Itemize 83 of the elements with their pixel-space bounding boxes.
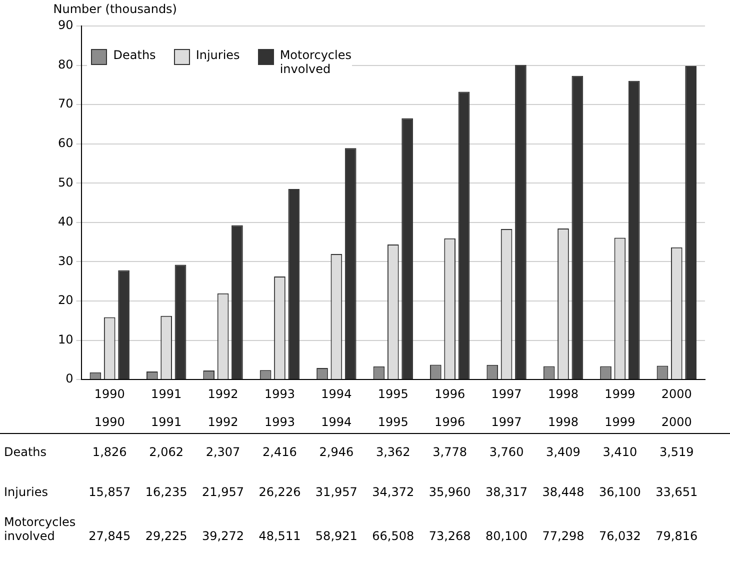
data-label: 34,372 xyxy=(372,485,414,499)
data-label: 73,268 xyxy=(428,529,471,543)
data-label: 3,519 xyxy=(659,445,694,459)
x-tick-label: 1991 xyxy=(151,386,182,401)
data-label: 58,921 xyxy=(315,529,358,543)
data-label: 48,511 xyxy=(258,529,301,543)
x-tick-label: 1993 xyxy=(264,386,296,401)
data-label: 77,298 xyxy=(542,529,584,543)
x-tick-label: 1994 xyxy=(321,386,352,401)
x-tick-label: 1990 xyxy=(94,415,125,429)
data-label: 35,960 xyxy=(428,485,471,499)
bar xyxy=(344,148,356,380)
y-tick-label: 80 xyxy=(58,57,74,72)
data-label: 3,410 xyxy=(602,445,638,459)
x-tick-label: 1999 xyxy=(604,415,636,429)
data-label: 80,100 xyxy=(486,529,528,543)
x-tick-label: 1997 xyxy=(491,386,522,401)
bar xyxy=(288,189,300,380)
data-label: 3,760 xyxy=(489,445,524,459)
bar xyxy=(572,76,584,380)
data-label: 2,946 xyxy=(319,445,354,459)
x-tick-label: 1992 xyxy=(208,415,238,429)
x-tick-label: 2000 xyxy=(661,415,692,429)
y-tick-label: 50 xyxy=(58,175,74,190)
data-label: 3,409 xyxy=(546,445,580,459)
data-label: 76,032 xyxy=(598,529,641,543)
data-label: 2,416 xyxy=(262,445,297,459)
data-label: 33,651 xyxy=(656,485,698,499)
x-tick-label: 1996 xyxy=(434,386,466,401)
y-tick-label: 60 xyxy=(58,136,74,150)
x-tick-label: 1992 xyxy=(208,386,238,401)
x-tick-label: 1991 xyxy=(151,415,182,429)
data-label: 2,062 xyxy=(149,445,184,459)
data-label: 36,100 xyxy=(598,485,641,499)
bar xyxy=(174,264,186,380)
bar xyxy=(232,225,243,380)
data-label: 1,826 xyxy=(92,445,127,459)
x-tick-label: 1995 xyxy=(378,415,408,429)
data-label: 31,957 xyxy=(315,485,358,499)
x-tick-label: 2000 xyxy=(661,386,692,401)
y-tick-label: Deaths xyxy=(4,445,47,459)
y-tick-label: 40 xyxy=(58,214,74,229)
legend-label: Injuries xyxy=(196,48,240,62)
x-tick-label: 1990 xyxy=(94,386,125,401)
y-tick-label: 70 xyxy=(58,96,74,111)
x-tick-label: 1994 xyxy=(321,415,352,429)
bar xyxy=(628,80,640,380)
y-tick-label: 90 xyxy=(58,18,74,32)
bar xyxy=(458,92,470,380)
data-label: 26,226 xyxy=(258,485,301,499)
data-label: 38,317 xyxy=(486,485,528,499)
bar xyxy=(515,64,526,380)
y-tick-label: Injuries xyxy=(4,485,48,499)
legend-label: Deaths xyxy=(113,48,156,62)
data-label: 66,508 xyxy=(372,529,414,543)
y-tick-label: 0 xyxy=(66,372,74,386)
data-label: 39,272 xyxy=(202,529,244,543)
data-label: 21,957 xyxy=(202,485,244,499)
data-label: 38,448 xyxy=(542,485,584,499)
data-label: 79,816 xyxy=(656,529,698,543)
y-tick-label: 20 xyxy=(58,293,74,308)
x-tick-label: 1993 xyxy=(264,415,295,429)
bar xyxy=(685,66,696,380)
x-tick-label: 1997 xyxy=(491,415,522,429)
bar xyxy=(118,270,130,380)
x-tick-label: 1996 xyxy=(434,415,466,429)
x-tick-label: 1998 xyxy=(548,415,579,429)
data-label: 3,362 xyxy=(376,445,410,459)
data-label: 16,235 xyxy=(145,485,188,499)
data-label: 3,778 xyxy=(432,445,468,459)
data-label: 2,307 xyxy=(206,445,240,459)
y-axis-title: Number (thousands) xyxy=(53,2,178,16)
x-tick-label: 1999 xyxy=(604,386,636,401)
data-label: 15,857 xyxy=(88,485,131,499)
data-label: 27,845 xyxy=(88,529,131,543)
x-tick-label: 1998 xyxy=(548,386,579,401)
x-tick-label: 1995 xyxy=(378,386,408,401)
legend-label: Motorcycles involved xyxy=(280,48,352,76)
data-label: 29,225 xyxy=(145,529,188,543)
y-tick-label: 10 xyxy=(58,332,74,346)
y-tick-label: 30 xyxy=(58,254,74,268)
y-tick-label: Motorcycles involved xyxy=(4,515,77,543)
bar xyxy=(402,118,413,380)
